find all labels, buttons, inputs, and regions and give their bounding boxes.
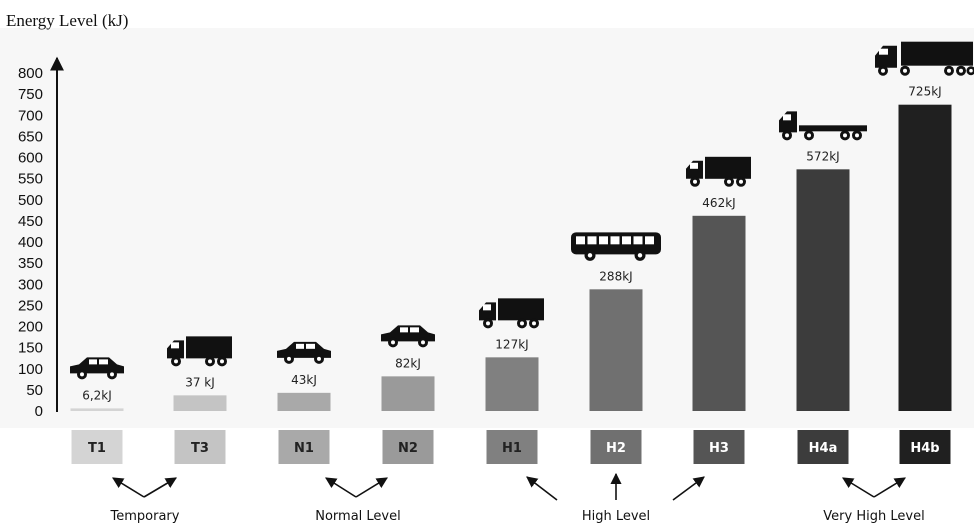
car-icon <box>70 357 124 380</box>
arrow-normal-right <box>355 477 388 498</box>
category-box <box>278 430 330 464</box>
category-label: H4b <box>910 441 939 456</box>
bus-icon <box>571 232 661 261</box>
group-label-high-level: High Level <box>582 509 650 524</box>
y-tick-label: 100 <box>18 361 43 378</box>
bar-h4a <box>796 169 850 411</box>
y-tick-label: 500 <box>18 192 43 209</box>
bar-t3 <box>173 395 227 411</box>
category-boxes: T1 T3 N1 N2 H1 H2 H3 H4a H4b <box>71 430 951 464</box>
arrow-temporary-left <box>112 477 145 498</box>
bar-n2 <box>381 376 435 411</box>
category-label: N1 <box>294 441 314 456</box>
arrow-high-left <box>526 476 558 501</box>
car-icon <box>381 325 435 348</box>
value-label: 127kJ <box>495 337 528 351</box>
y-tick-label: 600 <box>18 150 43 167</box>
value-label: 37 kJ <box>185 375 215 389</box>
category-label: H3 <box>709 441 729 456</box>
bar-t1 <box>70 408 124 411</box>
category-box <box>382 430 434 464</box>
category-box <box>174 430 226 464</box>
category-label: T3 <box>191 441 209 456</box>
arrow-very-high-left <box>842 477 875 498</box>
bar-n1 <box>277 392 331 411</box>
arrow-normal-left <box>325 477 357 498</box>
y-tick-label: 350 <box>18 255 43 272</box>
y-tick-label: 250 <box>18 297 43 314</box>
y-tick-label: 750 <box>18 86 43 103</box>
semi-trailer-icon <box>779 111 867 141</box>
chart-title: Energy Level (kJ) <box>6 11 128 30</box>
category-label: H4a <box>809 441 838 456</box>
truck-icon <box>479 298 544 329</box>
value-label: 572kJ <box>806 149 839 163</box>
category-label: H2 <box>606 441 626 456</box>
group-label-very-high-level: Very High Level <box>823 509 924 524</box>
y-tick-label: 650 <box>18 128 43 145</box>
arrow-high-right <box>672 476 705 501</box>
car-icon <box>277 341 331 364</box>
value-label: 725kJ <box>908 85 941 99</box>
y-tick-label: 50 <box>26 382 43 399</box>
y-tick-label: 400 <box>18 234 43 251</box>
value-label: 43kJ <box>291 373 317 387</box>
y-tick-label: 0 <box>35 403 43 420</box>
value-label: 82kJ <box>395 356 421 370</box>
bars <box>70 104 952 411</box>
y-tick-label: 800 <box>18 65 43 82</box>
y-tick-label: 550 <box>18 171 43 188</box>
y-tick-label: 200 <box>18 319 43 336</box>
category-box <box>71 430 123 464</box>
category-box <box>797 430 849 464</box>
category-label: N2 <box>398 441 418 456</box>
value-label: 462kJ <box>702 196 735 210</box>
category-label: H1 <box>502 441 522 456</box>
category-label: T1 <box>88 441 106 456</box>
group-label-normal-level: Normal Level <box>315 509 400 524</box>
y-tick-label: 450 <box>18 213 43 230</box>
truck-icon <box>167 336 232 367</box>
y-tick-label: 300 <box>18 276 43 293</box>
bar-h1 <box>485 357 539 411</box>
y-tick-label: 150 <box>18 340 43 357</box>
arrow-temporary-right <box>143 477 177 498</box>
arrow-very-high-right <box>873 477 906 498</box>
group-arrows <box>112 472 906 501</box>
category-box <box>590 430 642 464</box>
vehicle-icons <box>70 41 974 380</box>
value-label: 288kJ <box>599 269 632 283</box>
bar-h2 <box>589 289 643 411</box>
long-semi-trailer-icon <box>875 41 974 76</box>
bar-h4b <box>898 104 952 411</box>
category-box <box>486 430 538 464</box>
group-label-temporary: Temporary <box>110 509 180 524</box>
value-labels: 6,2kJ 37 kJ 43kJ 82kJ 127kJ 288kJ 462kJ 572kJ 72… <box>82 85 941 403</box>
y-tick-labels: 0 50 100 150 200 250 300 350 400 450 500 550 600 650 7… <box>18 65 43 420</box>
truck-icon <box>686 156 751 187</box>
y-tick-label: 700 <box>18 107 43 124</box>
value-label: 6,2kJ <box>82 388 112 402</box>
category-box <box>899 430 951 464</box>
category-box <box>693 430 745 464</box>
bar-h3 <box>692 215 746 411</box>
